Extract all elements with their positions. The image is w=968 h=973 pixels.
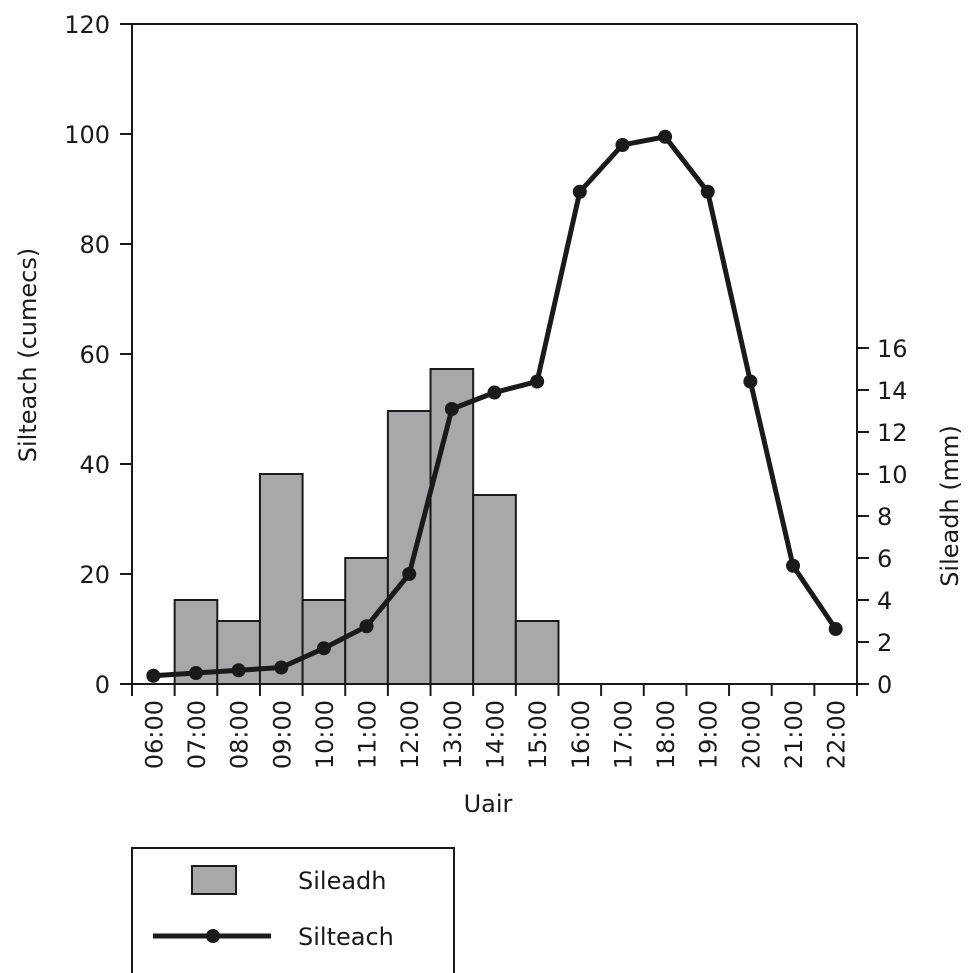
right-axis-title: Sileadh (mm) (936, 425, 964, 587)
discharge-point (316, 641, 331, 656)
discharge-point (743, 374, 758, 389)
right-axis-tick-label: 0 (877, 671, 892, 699)
discharge-point (231, 663, 246, 678)
discharge-line (146, 129, 843, 683)
rainfall-bars (173, 368, 560, 685)
discharge-point (487, 385, 502, 400)
discharge-point (828, 622, 843, 636)
left-axis-tick-label: 80 (79, 231, 110, 259)
discharge-point (615, 138, 630, 152)
discharge-point (658, 129, 673, 144)
left-axis-tick-label: 0 (95, 671, 110, 699)
x-axis-tick-label: 10:00 (311, 700, 339, 769)
discharge-point (572, 184, 587, 199)
x-axis-tick-label: 06:00 (140, 700, 168, 769)
x-axis-tick-label: 14:00 (482, 700, 510, 769)
x-axis-tick-label: 13:00 (439, 700, 467, 769)
left-axis-tick-label: 20 (79, 561, 110, 589)
discharge-point (444, 402, 459, 416)
discharge-point (700, 184, 715, 199)
legend-label-bar: Sileadh (298, 867, 387, 895)
x-axis-tick-label: 21:00 (780, 700, 808, 769)
legend-box (131, 847, 455, 973)
right-axis-tick-label: 6 (877, 545, 892, 573)
x-axis-tick-label: 19:00 (695, 700, 723, 769)
right-axis-tick-label: 12 (877, 419, 908, 447)
discharge-point (530, 374, 545, 389)
discharge-point (188, 666, 203, 680)
left-axis-tick-label: 60 (79, 341, 110, 369)
x-axis-tick-label: 16:00 (567, 700, 595, 769)
x-axis-tick-label: 15:00 (524, 700, 552, 769)
x-axis-tick-label: 09:00 (268, 700, 296, 769)
left-axis-title: Silteach (cumecs) (14, 248, 42, 462)
x-axis-tick-label: 22:00 (823, 700, 851, 769)
right-axis-tick-label: 14 (877, 377, 908, 405)
legend-bar-swatch (191, 865, 237, 895)
left-axis-tick-label: 100 (64, 121, 110, 149)
discharge-point (402, 567, 417, 581)
x-axis-tick-label: 07:00 (183, 700, 211, 769)
x-axis-tick-label: 11:00 (354, 700, 382, 769)
x-axis-tick-label: 17:00 (609, 700, 637, 769)
left-axis: 0 20 40 60 80 100 120 (64, 11, 132, 699)
right-axis-tick-label: 10 (877, 461, 908, 489)
rainfall-bar (472, 494, 517, 685)
rainfall-bar (258, 473, 304, 685)
discharge-point (786, 558, 801, 573)
x-axis-tick-label: 08:00 (226, 700, 254, 769)
discharge-point (146, 668, 161, 683)
x-axis: 06:00 07:00 08:00 09:00 10:00 11:00 12:00 13:00… (131, 684, 858, 769)
legend: Sileadh Silteach (131, 847, 455, 973)
x-axis-tick-label: 20:00 (737, 700, 765, 769)
right-axis-tick-label: 4 (877, 587, 892, 615)
legend-label-line: Silteach (298, 923, 394, 951)
right-axis-tick-label: 16 (877, 335, 908, 363)
discharge-point (274, 660, 289, 675)
right-axis-tick-label: 8 (877, 503, 892, 531)
right-axis-tick-label: 2 (877, 629, 892, 657)
x-axis-title: Uair (464, 790, 513, 818)
left-axis-tick-label: 120 (64, 11, 110, 39)
rainfall-bar (386, 410, 432, 685)
legend-line-marker (206, 929, 220, 943)
x-axis-tick-label: 18:00 (652, 700, 680, 769)
rainfall-bar (514, 620, 560, 685)
right-axis: 0 2 4 6 8 10 12 14 16 (857, 335, 908, 699)
left-axis-tick-label: 40 (79, 451, 110, 479)
discharge-point (359, 619, 374, 634)
x-axis-tick-label: 12:00 (396, 700, 424, 769)
